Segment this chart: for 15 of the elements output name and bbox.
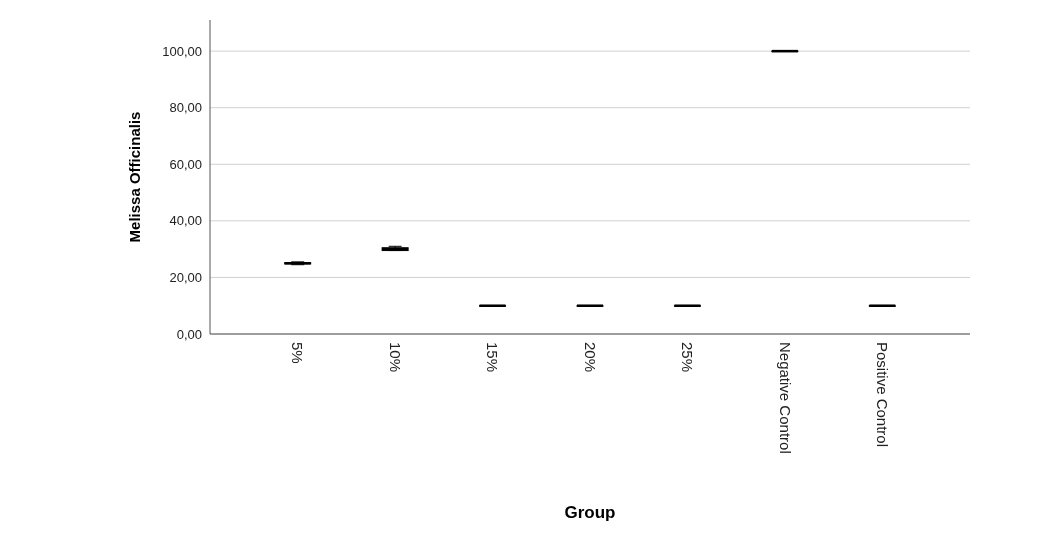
x-tick-label: 5% [289, 342, 307, 364]
y-axis-title: Melissa Officinalis [126, 111, 143, 243]
y-tick-label: 40,00 [169, 213, 202, 229]
y-tick-label: 0,00 [176, 326, 202, 342]
x-tick-label: 10% [386, 342, 404, 373]
y-tick-label: 100,00 [162, 43, 202, 59]
x-tick-label: 20% [581, 342, 599, 373]
x-tick-label: 15% [484, 342, 502, 373]
x-tick-label: Negative Control [776, 342, 794, 454]
y-tick-label: 20,00 [169, 269, 202, 285]
y-tick-label: 60,00 [169, 156, 202, 172]
y-tick-label: 80,00 [169, 100, 202, 116]
x-tick-label: 25% [679, 342, 697, 373]
x-tick-label: Positive Control [874, 342, 892, 448]
x-axis-title: Group [564, 503, 616, 522]
